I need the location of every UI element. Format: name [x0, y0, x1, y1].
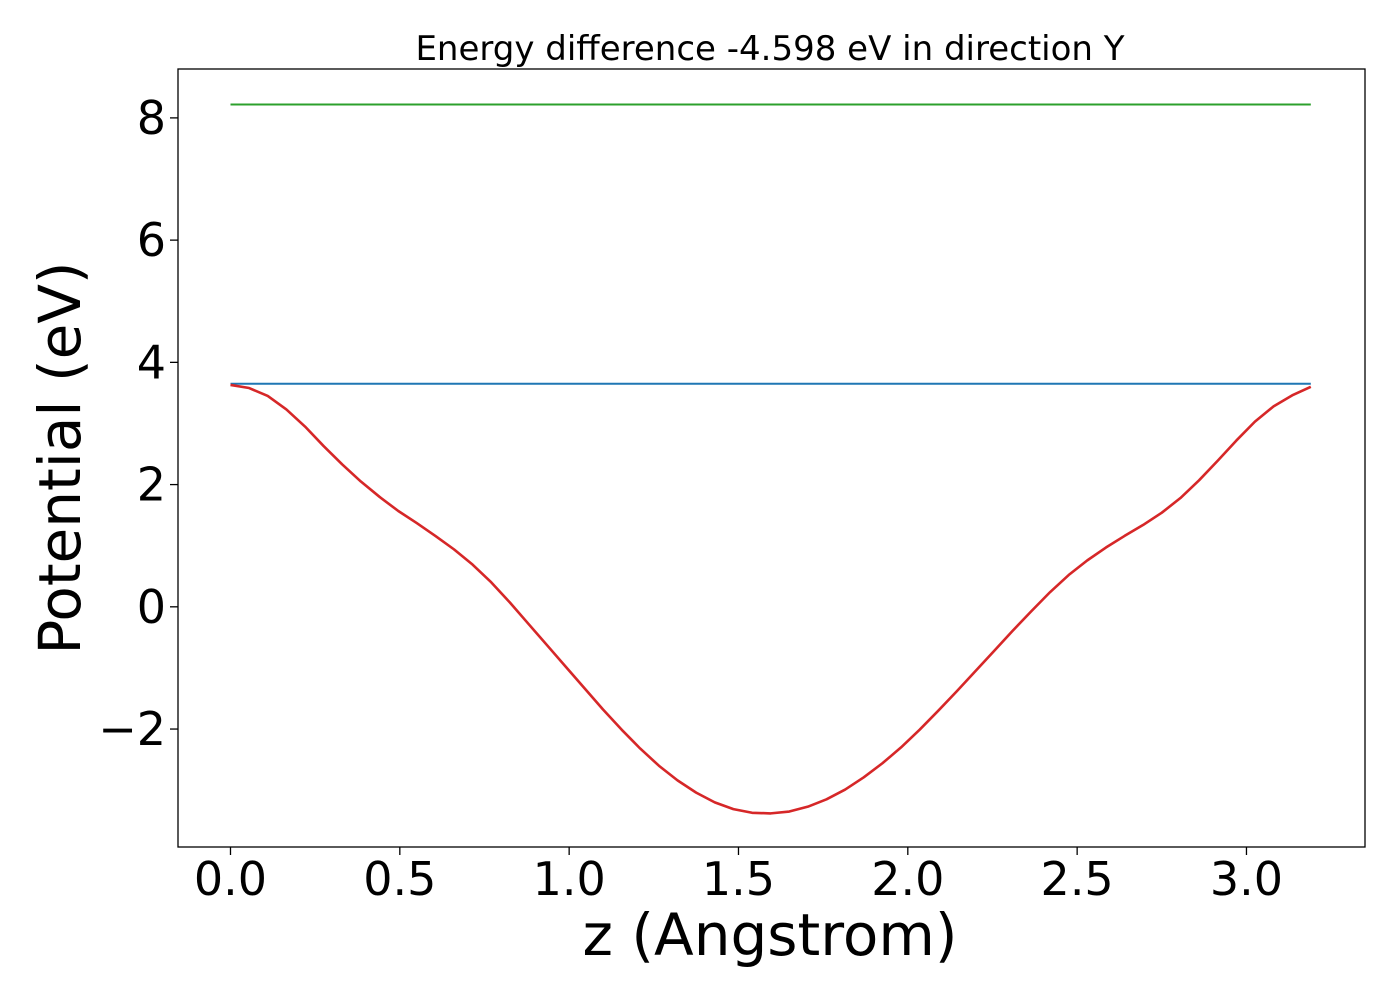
y-tick-label: 8: [137, 91, 166, 145]
y-tick-label: 4: [137, 335, 166, 389]
plot-frame: [177, 68, 1366, 848]
x-tick-label: 2.0: [871, 852, 944, 906]
x-axis: 0.0 0.5 1.0 1.5 2.0 2.5 3.0: [194, 847, 1283, 906]
x-tick-label: 0.5: [363, 852, 436, 906]
x-tick-label: 3.0: [1210, 852, 1283, 906]
series-line-2: [230, 383, 1312, 815]
y-tick-label: −2: [98, 702, 166, 756]
x-tick-label: 0.0: [194, 852, 267, 906]
y-tick-label: 0: [137, 580, 166, 634]
y-axis-label: Potential (eV): [26, 261, 94, 654]
chart-title: Energy difference -4.598 eV in direction…: [415, 29, 1124, 69]
y-tick-label: 2: [137, 458, 166, 512]
x-axis-label: z (Angstrom): [583, 901, 958, 969]
x-tick-label: 1.5: [702, 852, 775, 906]
y-tick-label: 6: [137, 213, 166, 267]
x-tick-label: 1.0: [533, 852, 606, 906]
x-tick-label: 2.5: [1041, 852, 1114, 906]
y-axis: −2 0 2 4 6 8: [98, 91, 178, 756]
series-layer: [230, 103, 1312, 815]
